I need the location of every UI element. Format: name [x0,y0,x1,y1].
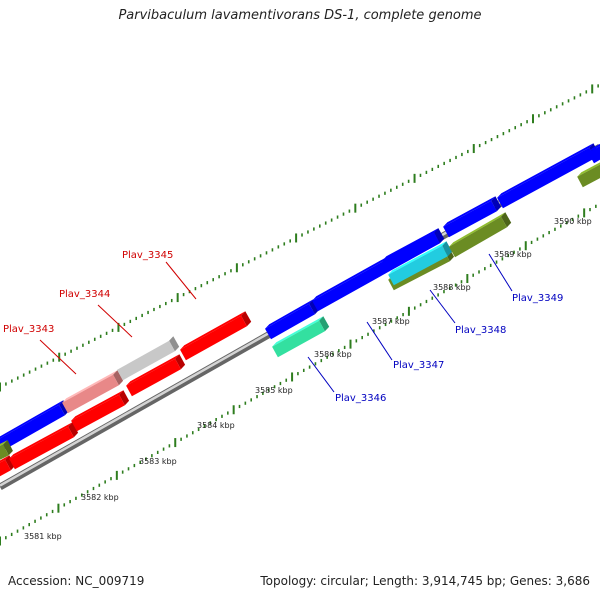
position-label-3584: 3584 kbp [197,421,235,430]
leader-line-plav-3343 [39,339,77,375]
position-labels: 3581 kbp 3582 kbp 3583 kbp 3584 kbp 3585… [24,217,592,541]
gene-unlabeled-blue-3[interactable] [382,228,445,272]
tick-marks [0,84,599,546]
gene-unlabeled-olive-1[interactable] [0,440,13,463]
gene-unlabeled-red-4[interactable] [126,354,186,397]
gene-plav-3345[interactable] [180,311,252,361]
leader-line-plav-3345 [165,261,197,300]
gene-features [0,136,600,480]
gene-unlabeled-blue-4[interactable] [443,196,502,238]
position-label-3586: 3586 kbp [314,350,352,359]
position-label-3582: 3582 kbp [81,493,119,502]
position-label-3588: 3588 kbp [433,283,471,292]
gene-labels: Plav_3343 Plav_3344 Plav_3345 Plav_3346 … [3,250,563,404]
position-label-3585: 3585 kbp [255,386,293,395]
gene-unlabeled-red-3[interactable] [71,390,130,432]
position-label-3587: 3587 kbp [372,317,410,326]
gene-label-plav-3345[interactable]: Plav_3345 [122,250,173,261]
gene-label-plav-3347[interactable]: Plav_3347 [393,360,444,371]
genome-title: Parvibaculum lavamentivorans DS-1, compl… [118,8,482,23]
gene-unlabeled-blue-1[interactable] [0,400,70,456]
gene-plav-3348[interactable] [388,241,453,286]
gene-plav-3344[interactable] [117,336,180,381]
accession-info: Accession: NC_009719 [8,574,145,588]
gene-plav-3349[interactable] [449,212,512,258]
position-label-3581: 3581 kbp [24,532,62,541]
gene-label-plav-3343[interactable]: Plav_3343 [3,324,54,335]
gene-unlabeled-red-1[interactable] [0,455,16,480]
position-label-3590: 3590 kbp [554,217,592,226]
leader-line-plav-3349 [488,253,513,292]
gene-label-plav-3346[interactable]: Plav_3346 [335,393,386,404]
gene-unlabeled-olive-3[interactable] [577,155,600,188]
leader-line-plav-3344 [97,304,133,338]
gene-plav-3347[interactable] [265,299,320,340]
gene-unlabeled-blue-6[interactable] [588,136,600,164]
gene-label-plav-3349[interactable]: Plav_3349 [512,293,563,304]
leader-line-plav-3346 [307,356,335,393]
leader-line-plav-3348 [429,289,456,324]
gene-plav-3346[interactable] [272,316,330,358]
gene-label-plav-3344[interactable]: Plav_3344 [59,289,110,300]
position-label-3583: 3583 kbp [139,457,177,466]
topology-info: Topology: circular; Length: 3,914,745 bp… [260,574,590,588]
gene-plav-3343[interactable] [62,370,124,414]
gene-label-plav-3348[interactable]: Plav_3348 [455,325,506,336]
leader-line-plav-3347 [366,321,393,361]
gene-unlabeled-red-2[interactable] [9,422,79,470]
position-label-3589: 3589 kbp [494,250,532,259]
